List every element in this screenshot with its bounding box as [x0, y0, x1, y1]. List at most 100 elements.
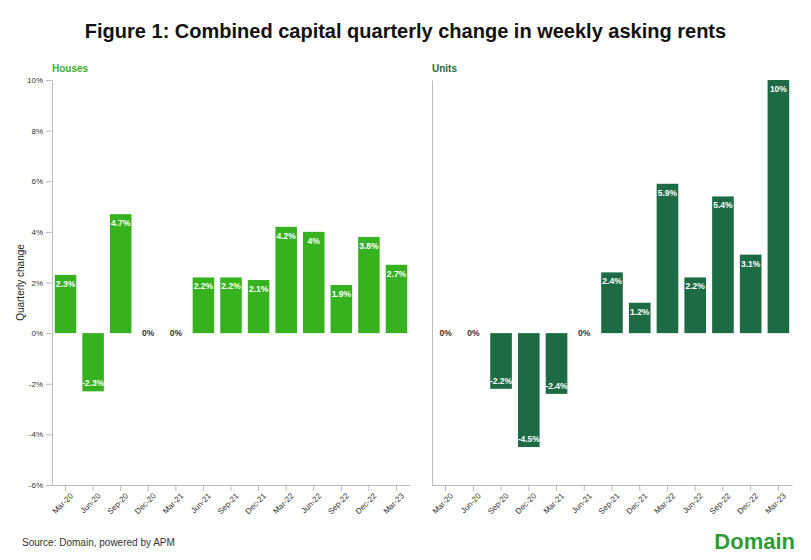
y-tick-label: 0%: [31, 329, 43, 338]
data-labels: 0%0%-2.2%-4.5%-2.4%0%2.4%1.2%5.9%2.2%5.4…: [439, 84, 787, 444]
x-tick-label: Dec-20: [133, 491, 158, 516]
y-axis-line: [432, 81, 433, 486]
x-tick: Mar-21: [542, 485, 567, 516]
y-tick: 0%: [31, 329, 52, 338]
data-label: -2.4%: [545, 381, 568, 391]
data-label: 2.1%: [249, 284, 269, 294]
x-tick: Sep-20: [106, 485, 131, 516]
x-tick: Jun-22: [681, 485, 705, 515]
data-label: 2.2%: [221, 281, 241, 291]
y-tick-label: 2%: [31, 279, 43, 288]
bar: [768, 80, 790, 333]
x-tick-mark: [612, 485, 613, 491]
x-tick-mark: [501, 485, 502, 491]
y-tick-label: 6%: [31, 177, 43, 186]
x-tick-label: Sep-20: [486, 491, 511, 516]
x-tick-mark: [639, 485, 640, 491]
bar: [386, 265, 408, 333]
y-tick-mark: [46, 283, 52, 284]
x-tick-mark: [695, 485, 696, 491]
data-label: 5.4%: [713, 200, 733, 210]
x-tick-mark: [667, 485, 668, 491]
data-labels: 2.3%-2.3%4.7%0%0%2.2%2.2%2.1%4.2%4%1.9%3…: [56, 218, 407, 388]
x-tick-label: Sep-22: [708, 491, 733, 516]
data-label: 3.8%: [359, 241, 379, 251]
x-tick-mark: [203, 485, 204, 491]
y-tick: 6%: [31, 177, 52, 186]
x-tick-label: Dec-21: [243, 491, 268, 516]
y-axis: [432, 81, 433, 486]
x-tick-label: Sep-22: [326, 491, 351, 516]
x-tick-label: Jun-21: [189, 491, 213, 515]
x-tick-label: Sep-21: [216, 491, 241, 516]
x-tick-label: Dec-20: [514, 491, 539, 516]
y-axis-line: [52, 81, 53, 486]
y-tick: 2%: [31, 279, 52, 288]
bar: [82, 333, 104, 391]
y-axis: -6%-4%-2%0%2%4%6%8%10%: [27, 76, 53, 490]
x-tick-label: Mar-23: [382, 491, 407, 516]
x-tick: Mar-22: [653, 485, 678, 516]
x-tick-mark: [473, 485, 474, 491]
bar: [248, 280, 270, 333]
y-tick-mark: [46, 232, 52, 233]
y-tick-label: 10%: [27, 76, 43, 85]
x-tick: Jun-20: [459, 485, 483, 515]
data-label: 0%: [439, 328, 452, 338]
x-tick: Sep-22: [708, 485, 733, 516]
x-tick-mark: [93, 485, 94, 491]
chart-root: Figure 1: Combined capital quarterly cha…: [0, 0, 811, 560]
y-tick-label: 4%: [31, 228, 43, 237]
bar: [193, 277, 215, 333]
data-label: 4.7%: [111, 218, 131, 228]
x-tick-mark: [556, 485, 557, 491]
y-tick: 4%: [31, 228, 52, 237]
x-tick-mark: [445, 485, 446, 491]
bar: [275, 227, 297, 333]
x-tick-mark: [120, 485, 121, 491]
bar: [684, 277, 706, 333]
data-label: 1.9%: [332, 289, 352, 299]
y-tick-mark: [46, 181, 52, 182]
y-axis-title: Quarterly change: [15, 244, 26, 321]
x-tick: Sep-21: [216, 485, 241, 516]
bar: [518, 333, 540, 447]
bar: [220, 277, 242, 333]
x-tick: Dec-22: [354, 485, 379, 516]
x-tick-mark: [584, 485, 585, 491]
bar: [490, 333, 512, 389]
data-label: 2.4%: [602, 276, 622, 286]
x-tick: Dec-20: [133, 485, 158, 516]
y-tick: -2%: [29, 380, 52, 389]
x-tick: Dec-21: [243, 485, 268, 516]
x-tick-label: Jun-20: [79, 491, 103, 515]
y-tick-mark: [46, 333, 52, 334]
x-tick: Jun-20: [79, 485, 103, 515]
data-label: 3.1%: [741, 259, 761, 269]
data-label: 4.2%: [276, 231, 296, 241]
data-label: 5.9%: [658, 188, 678, 198]
data-label: 10%: [770, 84, 787, 94]
y-tick: 10%: [27, 76, 52, 85]
x-tick-mark: [368, 485, 369, 491]
bar: [55, 275, 77, 333]
x-tick-mark: [313, 485, 314, 491]
y-tick: -6%: [29, 481, 52, 490]
x-tick-label: Mar-22: [653, 491, 678, 516]
x-tick-label: Sep-21: [597, 491, 622, 516]
y-tick-mark: [46, 434, 52, 435]
x-tick-mark: [396, 485, 397, 491]
bar: [601, 272, 623, 333]
x-tick-mark: [175, 485, 176, 491]
x-tick-mark: [778, 485, 779, 491]
data-label: 0%: [142, 328, 155, 338]
bar: [358, 237, 380, 333]
x-tick: Dec-20: [514, 485, 539, 516]
panel-subtitle: Houses: [52, 63, 89, 74]
x-tick-mark: [231, 485, 232, 491]
x-tick-label: Jun-22: [300, 491, 324, 515]
y-tick-mark: [46, 80, 52, 81]
x-tick-label: Dec-22: [736, 491, 761, 516]
x-tick-mark: [750, 485, 751, 491]
x-axis: Mar-20Jun-20Sep-20Dec-20Mar-21Jun-21Sep-…: [431, 485, 793, 516]
